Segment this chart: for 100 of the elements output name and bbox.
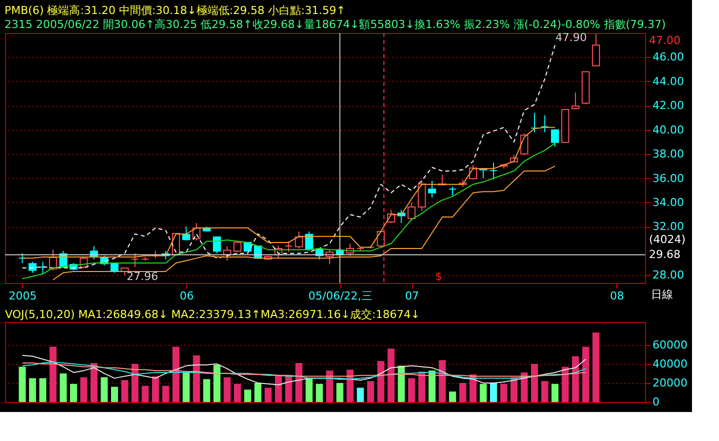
bar	[500, 384, 508, 402]
text: (4024)	[649, 232, 686, 246]
candlestick	[540, 114, 549, 133]
chart-subtitle: 2315 2005/06/22 開30.06↑高30.25 低29.58↑收29.68↓量18674↓額55803↓換1.63% 振2.23% 漲(-0.24)-0.80% 指數(79.37)	[4, 18, 666, 31]
y-tick-label: 0	[652, 396, 660, 408]
bar	[408, 378, 416, 402]
y-tick-label: 40.00	[652, 123, 684, 136]
y-tick-label: 44.00	[652, 74, 684, 88]
bar	[244, 390, 252, 402]
bar	[356, 388, 364, 402]
bar	[213, 364, 220, 402]
bar	[541, 381, 548, 402]
bar	[326, 370, 334, 402]
bar	[182, 372, 190, 402]
text: 日線	[651, 288, 673, 301]
bar	[388, 348, 395, 402]
bar	[39, 378, 46, 402]
candlestick	[182, 226, 190, 242]
bar	[592, 332, 600, 402]
bar	[572, 356, 579, 402]
candlestick	[212, 236, 221, 254]
bar	[551, 384, 558, 402]
bar	[490, 382, 498, 402]
annotation: $	[435, 270, 442, 283]
x-tick-label: 2005	[8, 290, 37, 302]
bar	[192, 355, 200, 402]
bar	[121, 380, 128, 402]
candlestick	[490, 162, 498, 180]
annotation: 27.96	[126, 270, 158, 283]
bar	[224, 377, 231, 402]
y-tick-label: 60000	[652, 338, 688, 352]
candlestick	[530, 112, 538, 133]
y-tick-label: 40000	[652, 357, 688, 370]
bar	[520, 372, 528, 402]
bar	[295, 362, 302, 402]
bar	[100, 377, 108, 402]
y-tick-label: 38.00	[652, 148, 684, 161]
bar	[306, 378, 313, 402]
bar	[316, 384, 323, 402]
bar	[582, 346, 590, 402]
bar	[254, 382, 262, 402]
bar	[346, 370, 354, 402]
y-tick-label: 28.00	[652, 268, 684, 282]
bar	[90, 362, 98, 402]
candlestick	[428, 180, 436, 198]
candlestick	[233, 242, 242, 253]
bar	[110, 386, 118, 402]
candlestick	[130, 252, 139, 268]
line-series	[22, 354, 586, 386]
bar	[398, 366, 405, 402]
bar	[70, 384, 78, 402]
candlestick	[28, 261, 37, 274]
text: 47.00	[649, 34, 680, 47]
line-series	[52, 166, 556, 280]
x-tick-label: 06	[180, 290, 194, 302]
ref-line-label: 29.68	[649, 248, 680, 261]
x-tick-label: 05/06/22,三	[308, 290, 372, 302]
candlestick	[571, 92, 580, 110]
bar	[203, 379, 210, 402]
bar	[60, 373, 67, 402]
bar	[274, 375, 282, 402]
bar	[234, 384, 241, 402]
bar	[377, 361, 384, 402]
bar	[172, 346, 180, 402]
candlestick	[294, 231, 303, 249]
bar	[449, 392, 456, 402]
candlestick	[550, 129, 559, 148]
bar	[264, 388, 272, 402]
y-tick-label: 42.00	[652, 99, 684, 112]
bar	[152, 376, 159, 402]
chart-title: VOJ(5,10,20) MA1:26849.68↓ MA2:23379.13↑MA3:26971.16↓成交:18674↓	[5, 308, 420, 321]
x-tick-label: 08	[610, 290, 624, 302]
bar	[285, 376, 292, 402]
y-tick-label: 46.00	[652, 50, 684, 64]
line-series	[22, 362, 586, 380]
y-tick-label: 32.00	[652, 220, 684, 234]
candlestick	[418, 180, 426, 212]
y-tick-label: 36.00	[652, 172, 684, 185]
annotation: 47.90	[555, 31, 587, 44]
bar	[530, 364, 538, 402]
candlestick	[592, 34, 600, 66]
x-tick-label: 07	[405, 290, 420, 302]
bar	[480, 384, 487, 402]
bar	[418, 372, 426, 402]
y-tick-label: 20000	[652, 376, 688, 390]
bar	[562, 366, 569, 402]
candlestick	[520, 132, 528, 156]
candlestick	[284, 240, 293, 253]
bar	[438, 360, 446, 402]
bar	[131, 364, 138, 402]
bar	[367, 381, 374, 402]
bar	[162, 386, 170, 402]
bar	[29, 378, 36, 402]
bar	[510, 377, 518, 402]
candlestick	[408, 202, 416, 222]
bar	[18, 366, 26, 402]
bar	[80, 377, 88, 402]
bar	[428, 370, 436, 402]
line-series	[22, 362, 586, 377]
chart-title: PMB(6) 極端高:31.20 中間價:30.18↓極端低:29.58 小白點:31.59↑	[4, 4, 346, 17]
